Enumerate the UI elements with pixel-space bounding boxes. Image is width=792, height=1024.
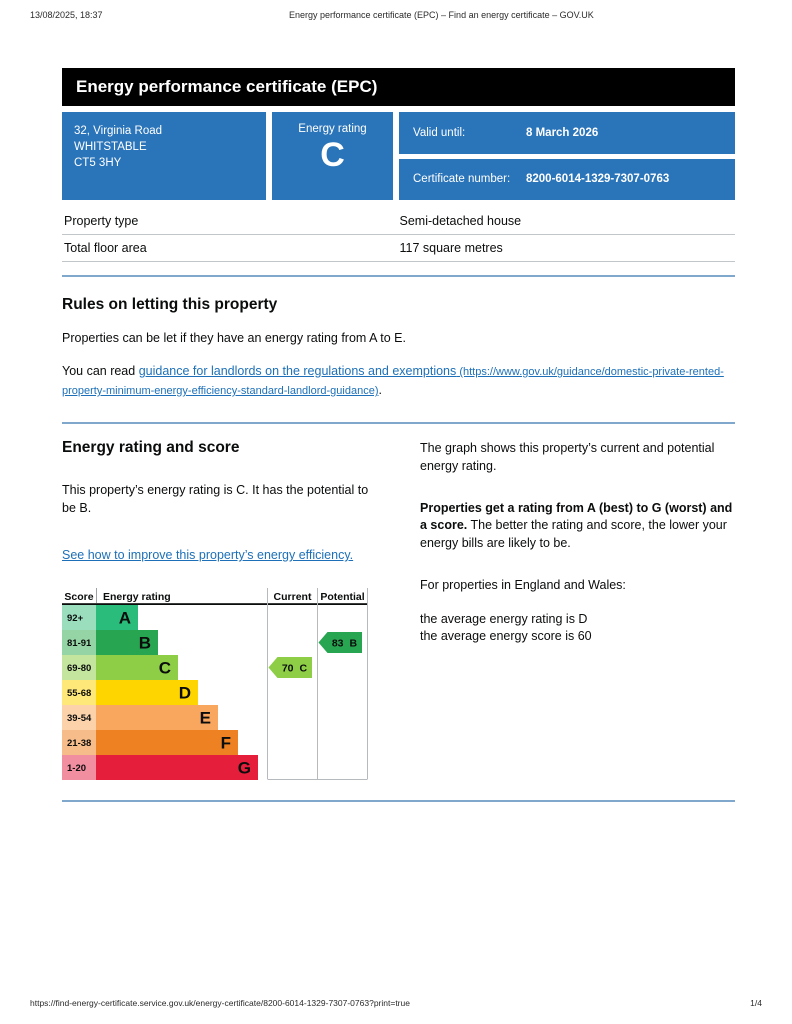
valid-until-label: Valid until: <box>413 126 466 139</box>
band-letter: C <box>159 659 171 678</box>
browser-print-header: 13/08/2025, 18:37 Energy performance cer… <box>30 10 762 20</box>
rating-section-heading: Energy rating and score <box>62 439 240 456</box>
current-column-header: Current <box>274 591 312 603</box>
average-rating-line: the average energy rating is D <box>420 611 588 626</box>
score-cell-B <box>62 630 96 656</box>
band-C <box>96 655 178 681</box>
rating-explainer-rest: The better the rating and score, the low… <box>420 518 727 550</box>
band-E <box>96 705 218 731</box>
score-cell-E <box>62 705 96 731</box>
band-F <box>96 730 238 756</box>
band-letter: E <box>200 709 211 728</box>
certificate-details: Valid until: 8 March 2026 Certificate nu… <box>399 112 735 200</box>
band-G <box>96 755 258 781</box>
address-line-2: WHITSTABLE <box>74 141 147 154</box>
energy-rating-cell: Energy rating C <box>272 112 393 200</box>
rating-column-header: Energy rating <box>103 591 171 603</box>
potential-marker-letter: B <box>350 638 358 650</box>
property-type-value: Semi-detached house <box>399 214 522 228</box>
table-row: Property type Semi-detached house <box>62 208 735 235</box>
rating-explainer-bold: Properties get a rating from A (best) to… <box>420 500 733 533</box>
score-cell-D <box>62 680 96 706</box>
landlord-guidance-link[interactable]: guidance for landlords on the regulation… <box>62 364 724 397</box>
rules-paragraph: Properties can be let if they have an en… <box>62 331 406 345</box>
valid-until-value: 8 March 2026 <box>526 126 599 139</box>
band-letter: D <box>179 684 191 703</box>
certificate-summary-box: 32, Virginia Road WHITSTABLE CT5 3HY Ene… <box>62 112 735 200</box>
score-cell-A <box>62 605 96 631</box>
floor-area-value: 117 square metres <box>399 241 503 255</box>
score-cell-F <box>62 730 96 756</box>
browser-print-footer: https://find-energy-certificate.service.… <box>30 998 762 1008</box>
score-cell-C <box>62 655 96 681</box>
band-letter: G <box>238 759 251 778</box>
rating-summary-paragraph: This property’s energy rating is C. It h… <box>62 483 369 516</box>
certificate-number-row: Certificate number: 8200-6014-1329-7307-… <box>399 158 735 200</box>
score-range-label: 55-68 <box>67 688 91 699</box>
score-column-header: Score <box>64 591 93 603</box>
rules-section-heading: Rules on letting this property <box>62 296 278 313</box>
property-type-label: Property type <box>64 214 139 228</box>
address-line-3: CT5 3HY <box>74 157 122 170</box>
certificate-banner: Energy performance certificate (EPC) <box>62 68 735 106</box>
certificate-page: Energy performance certificate (EPC) 32,… <box>62 68 735 803</box>
epc-chart-svg: 92+ A 81-91 B 69-80 C 55-68 D 39-54 E 21-38 F 1-20 G S… <box>62 588 368 781</box>
score-range-label: 92+ <box>67 613 84 624</box>
landlord-guidance-link-url: (https://www.gov.uk/guidance/domestic-pr… <box>62 366 724 398</box>
property-summary-table: Property type Semi-detached house Total … <box>62 208 735 262</box>
guidance-paragraph: You can read guidance for landlords on t… <box>62 362 735 400</box>
current-marker-score: 70 <box>282 663 294 675</box>
rating-left-column: Energy rating and score This property’s … <box>62 439 374 785</box>
header-underline <box>62 603 368 606</box>
address-line-1: 32, Virginia Road <box>74 125 163 137</box>
print-page-title: Energy performance certificate (EPC) – F… <box>289 10 594 20</box>
average-stats: the average energy rating is D the averag… <box>420 611 735 647</box>
band-D <box>96 680 198 706</box>
guidance-suffix: . <box>378 383 382 398</box>
print-footer-url: https://find-energy-certificate.service.… <box>30 998 410 1008</box>
band-letter: A <box>119 609 131 628</box>
table-row: Total floor area 117 square metres <box>62 235 735 262</box>
property-address: 32, Virginia Road WHITSTABLE CT5 3HY <box>62 112 266 200</box>
score-range-label: 21-38 <box>67 738 91 749</box>
section-divider <box>62 422 735 424</box>
improve-efficiency-link[interactable]: See how to improve this property’s energ… <box>62 548 354 563</box>
section-divider <box>62 275 735 277</box>
score-cell-G <box>62 755 96 781</box>
band-letter: B <box>139 634 151 653</box>
current-marker-letter: C <box>300 663 308 675</box>
print-page-number: 1/4 <box>750 998 762 1008</box>
epc-rating-chart: 92+ A 81-91 B 69-80 C 55-68 D 39-54 E 21-38 F 1-20 G S… <box>62 587 374 785</box>
potential-marker-score: 83 <box>332 638 344 650</box>
england-wales-intro: For properties in England and Wales: <box>420 577 626 592</box>
current-marker <box>268 657 312 679</box>
score-range-label: 69-80 <box>67 663 91 674</box>
landlord-guidance-link-text: guidance for landlords on the regulation… <box>138 364 457 379</box>
energy-rating-value: C <box>320 136 345 174</box>
floor-area-label: Total floor area <box>64 241 147 255</box>
band-letter: F <box>221 734 231 753</box>
graph-description: The graph shows this property’s current … <box>420 441 715 473</box>
band-A <box>96 605 138 631</box>
average-score-line: the average energy score is 60 <box>420 629 592 644</box>
score-range-label: 81-91 <box>67 638 92 649</box>
certificate-number-value: 8200-6014-1329-7307-0763 <box>526 173 670 186</box>
potential-marker <box>318 632 362 654</box>
print-datetime: 13/08/2025, 18:37 <box>30 10 103 20</box>
certificate-number-label: Certificate number: <box>413 173 511 186</box>
rating-right-column: The graph shows this property’s current … <box>420 439 735 785</box>
guidance-prefix: You can read <box>62 364 139 379</box>
energy-rating-section: Energy rating and score This property’s … <box>62 439 735 785</box>
section-divider <box>62 800 735 803</box>
potential-column-header: Potential <box>320 591 364 603</box>
band-B <box>96 630 158 656</box>
score-range-label: 1-20 <box>67 763 86 774</box>
rating-explainer: Properties get a rating from A (best) to… <box>420 500 735 553</box>
score-range-label: 39-54 <box>67 713 92 724</box>
valid-until-row: Valid until: 8 March 2026 <box>399 112 735 154</box>
energy-rating-label: Energy rating <box>298 123 367 135</box>
